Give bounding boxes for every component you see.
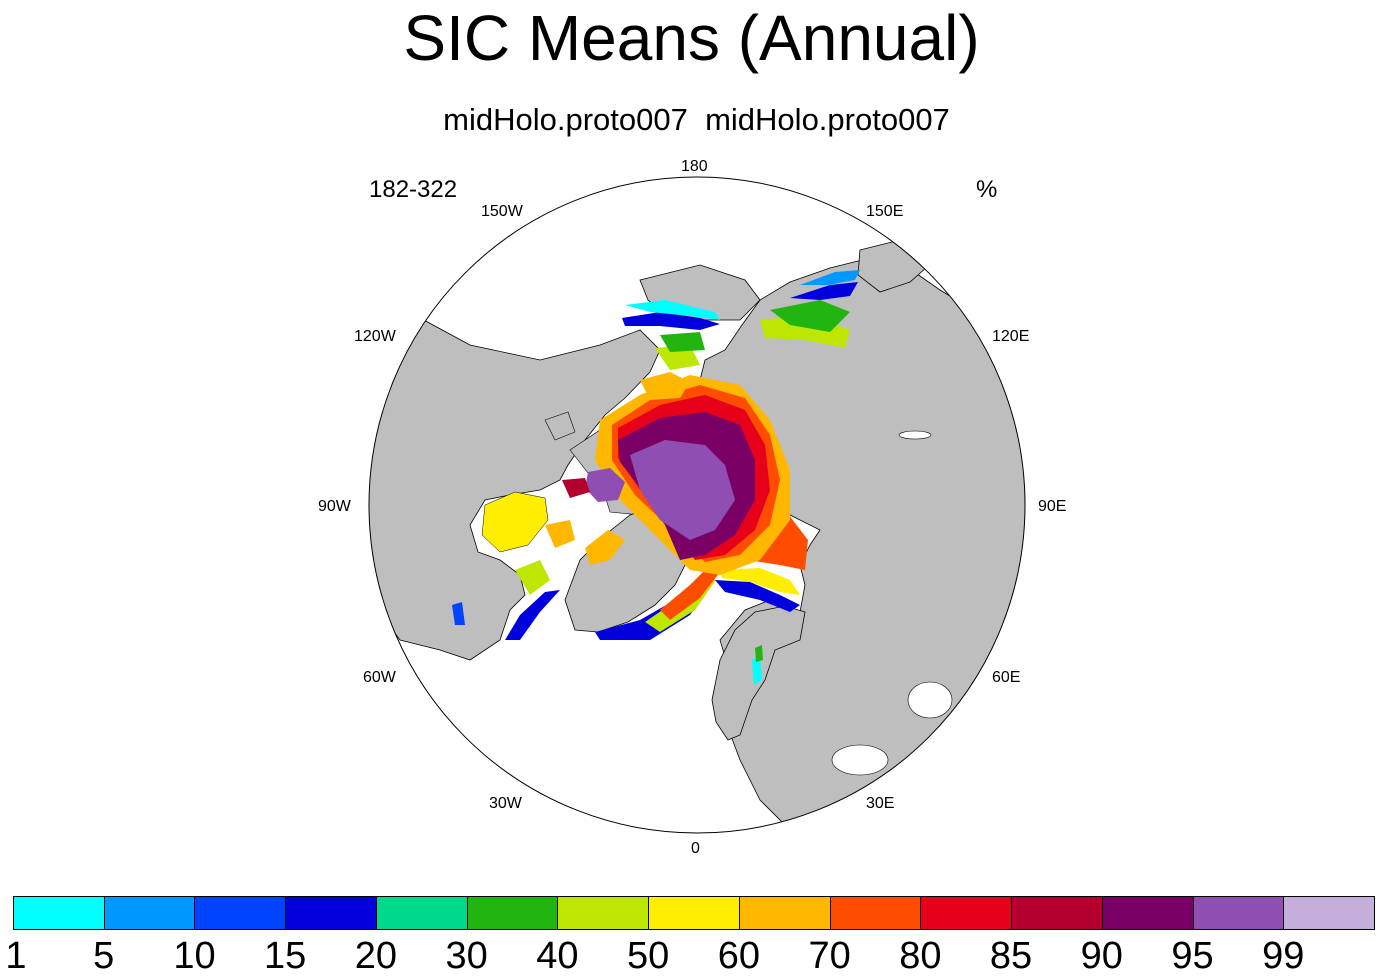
colorbar-swatch xyxy=(738,896,831,930)
lon-label-150w: 150W xyxy=(481,203,523,220)
colorbar-label: 10 xyxy=(173,935,216,977)
sea-ice-channels xyxy=(585,468,625,502)
colorbar-swatch xyxy=(1101,896,1194,930)
colorbar-swatch xyxy=(920,896,1013,930)
colorbar-swatch xyxy=(285,896,377,930)
colorbar-swatch xyxy=(375,896,468,930)
colorbar-swatch xyxy=(466,896,559,930)
sea-ice-bering-40 xyxy=(655,345,700,370)
sea-ice-channels-red xyxy=(562,478,590,498)
colorbar-swatch xyxy=(13,896,105,930)
sea-ice-labrador-band xyxy=(505,590,560,640)
colorbar-swatch xyxy=(1011,896,1103,930)
lon-label-30w: 30W xyxy=(489,795,522,812)
sea-ice-bering-cyan xyxy=(625,300,720,320)
lon-label-120w: 120W xyxy=(354,328,396,345)
sea-ice-band-kara-50 xyxy=(720,568,800,595)
sea-ice-baltic-green xyxy=(755,645,763,662)
water-caspian xyxy=(907,681,953,719)
land-archipelago-3 xyxy=(544,411,576,441)
colorbar-swatch xyxy=(1283,896,1375,930)
colorbar-label: 80 xyxy=(899,935,942,977)
sea-ice-band-kara-15 xyxy=(715,580,800,612)
colorbar-label: 50 xyxy=(626,935,670,977)
sea-ice-chukchi-60 xyxy=(640,372,690,400)
colorbar-label: 95 xyxy=(1171,935,1214,977)
lon-label-90w: 90W xyxy=(318,498,351,515)
sea-ice-foxe xyxy=(545,520,575,548)
units-label: % xyxy=(976,176,998,203)
sea-ice-baltic xyxy=(752,655,762,685)
lon-label-180: 180 xyxy=(681,158,708,175)
time-range-label: 182-322 xyxy=(369,176,458,203)
colorbar-label: 20 xyxy=(354,935,398,977)
sea-ice-okhotsk-5 xyxy=(800,270,860,285)
sea-ice-baffin xyxy=(585,530,625,565)
sea-ice-bering-band xyxy=(622,312,720,330)
colorbar-label: 40 xyxy=(536,935,579,977)
colorbar-label: 30 xyxy=(445,935,488,977)
colorbar-swatch xyxy=(194,896,287,930)
plot-title: SIC Means (Annual) xyxy=(403,2,980,74)
lon-label-60e: 60E xyxy=(992,669,1021,686)
colorbar-label: 70 xyxy=(808,935,851,977)
lon-label-60w: 60W xyxy=(363,669,396,686)
sea-ice-st-lawrence xyxy=(452,602,465,625)
colorbar-swatch xyxy=(1192,896,1285,930)
colorbar-swatch xyxy=(648,896,740,930)
colorbar-label: 5 xyxy=(93,935,115,977)
map-boundary xyxy=(368,176,1026,834)
plot-subtitle: midHolo.proto007 midHolo.proto007 xyxy=(443,102,950,137)
sea-ice-okhotsk-15 xyxy=(790,282,858,300)
colorbar-swatch xyxy=(103,896,196,930)
sea-ice-arctic-95 xyxy=(630,440,735,540)
lon-label-0: 0 xyxy=(691,840,700,857)
colorbar-label: 60 xyxy=(717,935,760,977)
colorbar-label: 15 xyxy=(264,935,307,977)
colorbar-label: 85 xyxy=(989,935,1033,977)
lon-label-30e: 30E xyxy=(866,795,895,812)
colorbar-swatch xyxy=(557,896,650,930)
sea-ice-bering-30 xyxy=(660,332,705,352)
colorbar-label: 99 xyxy=(1262,935,1305,977)
colorbar-swatch xyxy=(829,896,922,930)
colorbar-label: 1 xyxy=(5,935,27,977)
sea-ice-hudson-bay xyxy=(481,491,549,553)
colorbar-label: 90 xyxy=(1080,935,1123,977)
lon-label-150e: 150E xyxy=(866,203,904,220)
lon-label-120e: 120E xyxy=(992,328,1030,345)
sea-ice-band-greenland-70 xyxy=(660,565,720,620)
water-baikal xyxy=(898,430,932,440)
water-black-sea xyxy=(831,744,889,776)
lon-label-90e: 90E xyxy=(1038,498,1067,515)
sea-ice-okhotsk-30 xyxy=(770,300,850,332)
sea-ice-labrador xyxy=(515,560,550,595)
